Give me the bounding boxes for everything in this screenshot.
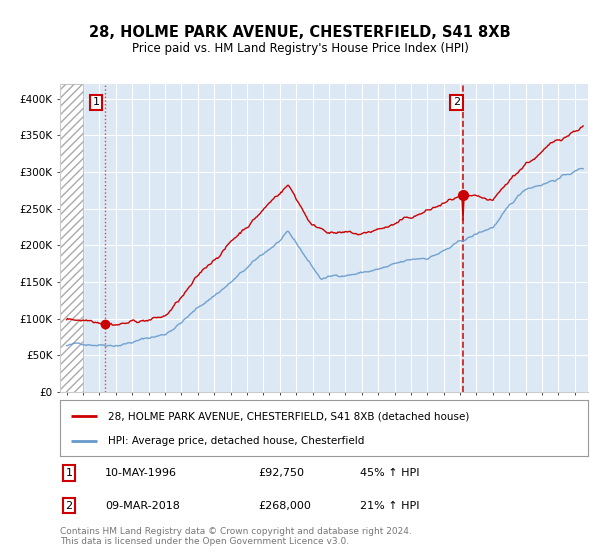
- Bar: [60, 84, 83, 392]
- Text: 28, HOLME PARK AVENUE, CHESTERFIELD, S41 8XB: 28, HOLME PARK AVENUE, CHESTERFIELD, S41…: [89, 25, 511, 40]
- Text: Price paid vs. HM Land Registry's House Price Index (HPI): Price paid vs. HM Land Registry's House …: [131, 42, 469, 55]
- Text: 45% ↑ HPI: 45% ↑ HPI: [360, 468, 419, 478]
- Text: 28, HOLME PARK AVENUE, CHESTERFIELD, S41 8XB (detached house): 28, HOLME PARK AVENUE, CHESTERFIELD, S41…: [107, 411, 469, 421]
- Text: 2: 2: [65, 501, 73, 511]
- Text: HPI: Average price, detached house, Chesterfield: HPI: Average price, detached house, Ches…: [107, 436, 364, 446]
- Text: £268,000: £268,000: [258, 501, 311, 511]
- Text: £92,750: £92,750: [258, 468, 304, 478]
- Text: 1: 1: [92, 97, 100, 108]
- Text: 21% ↑ HPI: 21% ↑ HPI: [360, 501, 419, 511]
- Bar: [60, 84, 83, 392]
- Text: Contains HM Land Registry data © Crown copyright and database right 2024.
This d: Contains HM Land Registry data © Crown c…: [60, 526, 412, 546]
- Text: 2: 2: [453, 97, 460, 108]
- Text: 10-MAY-1996: 10-MAY-1996: [105, 468, 177, 478]
- Text: 1: 1: [65, 468, 73, 478]
- Text: 09-MAR-2018: 09-MAR-2018: [105, 501, 180, 511]
